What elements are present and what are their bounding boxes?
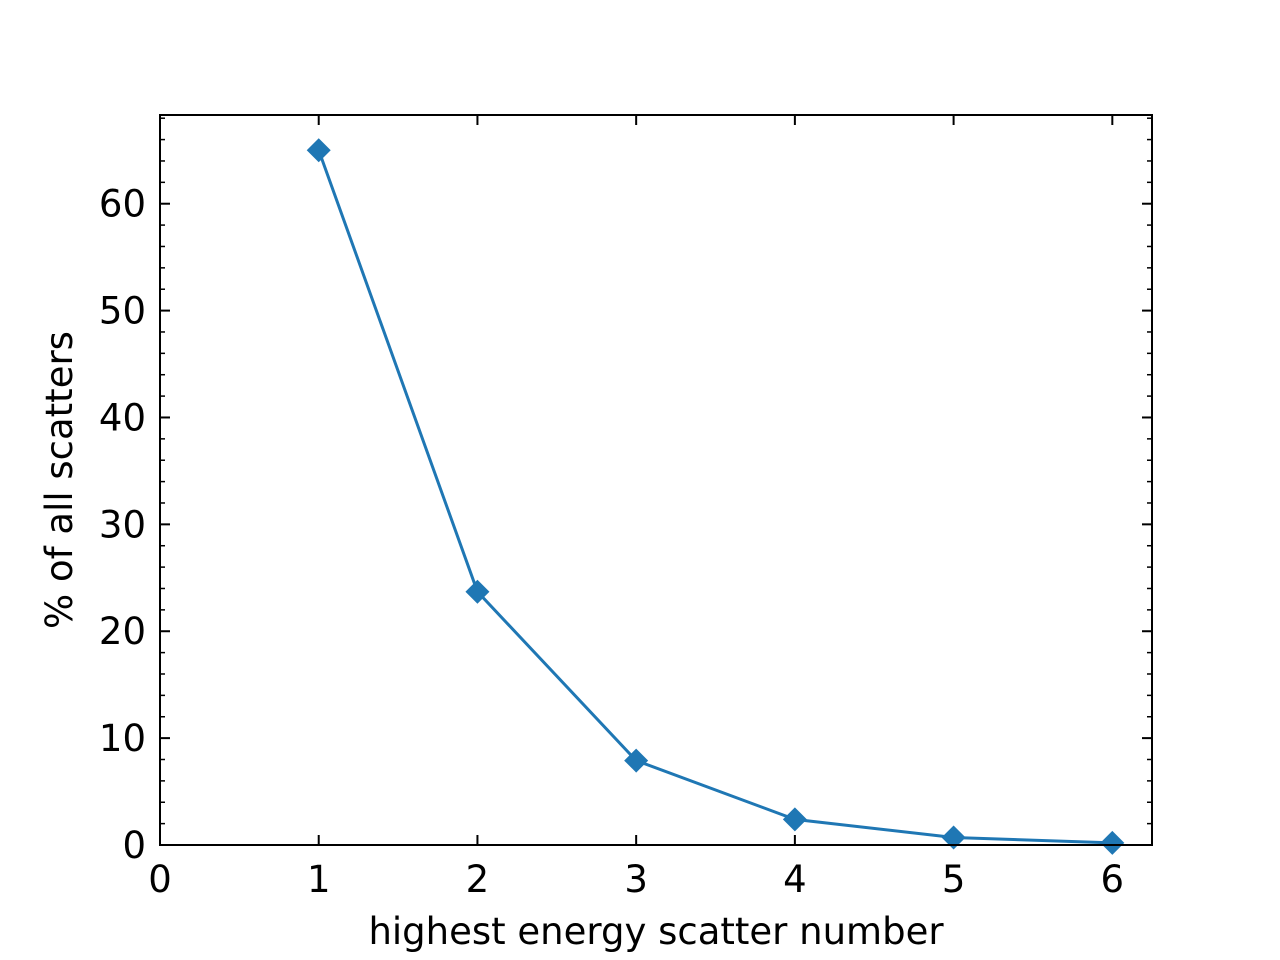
- x-tick-label: 6: [1101, 858, 1125, 901]
- y-tick-label: 30: [99, 503, 146, 546]
- x-axis-label: highest energy scatter number: [368, 910, 944, 953]
- data-point-marker: [465, 579, 490, 604]
- data-point-marker: [306, 138, 331, 163]
- series-markers: [306, 138, 1125, 855]
- data-point-marker: [1100, 830, 1125, 855]
- x-tick-label: 0: [148, 858, 172, 901]
- x-tick-label: 4: [783, 858, 807, 901]
- data-point-marker: [782, 807, 807, 832]
- axis-ticks: [159, 115, 1152, 846]
- plot-frame: [159, 114, 1153, 846]
- y-axis-label: % of all scatters: [38, 331, 81, 629]
- y-tick-label: 10: [99, 717, 146, 760]
- data-point-marker: [941, 825, 966, 850]
- x-tick-label: 1: [307, 858, 331, 901]
- series-line: [317, 149, 1113, 845]
- x-tick-label: 2: [466, 858, 490, 901]
- x-tick-label: 5: [942, 858, 966, 901]
- data-point-marker: [624, 748, 649, 773]
- x-tick-label: 3: [624, 858, 648, 901]
- y-tick-label: 0: [122, 824, 146, 867]
- y-tick-label: 20: [99, 610, 146, 653]
- y-tick-label: 50: [99, 290, 146, 333]
- y-tick-label: 60: [99, 183, 146, 226]
- y-tick-label: 40: [99, 396, 146, 439]
